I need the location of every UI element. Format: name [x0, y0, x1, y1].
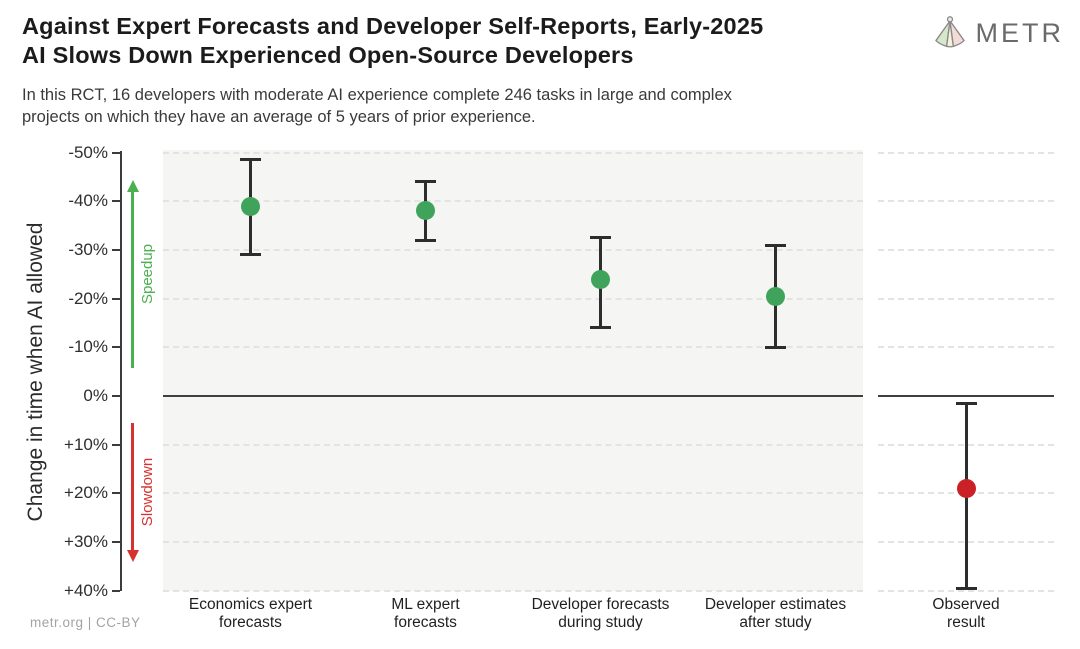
error-bar-cap-bottom — [415, 238, 436, 242]
page-title: Against Expert Forecasts and Developer S… — [22, 12, 763, 70]
y-tick — [112, 346, 120, 349]
category-label: Developer forecasts during study — [491, 596, 711, 632]
category-label-line: Developer estimates — [704, 596, 847, 613]
y-tick — [112, 151, 120, 154]
y-tick — [112, 541, 120, 544]
gridline — [163, 346, 863, 349]
gridline — [878, 346, 1054, 349]
gridline — [878, 248, 1054, 251]
gridline — [163, 297, 863, 300]
category-label-line: forecasts — [219, 614, 282, 631]
y-tick-label: -50% — [68, 142, 108, 162]
category-label-line: Economics expert — [188, 596, 313, 613]
error-bar-cap-top — [955, 401, 977, 405]
category-label: Economics expert forecasts — [141, 596, 361, 632]
category-label-line: Observed — [932, 596, 1000, 613]
gridline — [163, 541, 863, 544]
metr-logo-text: METR — [975, 18, 1064, 48]
error-bar-cap-top — [765, 243, 786, 247]
subtitle-line-1: In this RCT, 16 developers with moderate… — [22, 86, 732, 104]
category-label-line: forecasts — [394, 614, 457, 631]
y-tick-label: +10% — [64, 434, 108, 454]
error-bar-cap-top — [590, 236, 611, 240]
gridline — [163, 200, 863, 203]
title-line-1: Against Expert Forecasts and Developer S… — [22, 13, 764, 39]
y-tick-label: -40% — [68, 191, 108, 211]
slowdown-arrow-head — [126, 550, 139, 563]
gridline — [878, 297, 1054, 300]
y-tick — [112, 248, 120, 251]
gridline — [163, 248, 863, 251]
y-tick-label: +40% — [64, 580, 108, 600]
y-tick — [112, 297, 120, 300]
category-label-line: after study — [739, 614, 812, 631]
zero-line — [878, 395, 1054, 397]
error-bar-cap-bottom — [955, 586, 977, 590]
gridline — [163, 443, 863, 446]
y-tick — [112, 589, 120, 592]
gridline — [163, 589, 863, 592]
y-tick-label: +30% — [64, 532, 108, 552]
y-tick-label: -20% — [68, 288, 108, 308]
category-label-line: result — [947, 614, 985, 631]
speedup-arrow-head — [126, 179, 139, 192]
data-point — [956, 479, 976, 499]
y-tick — [112, 200, 120, 203]
category-label-line: ML expert — [391, 596, 460, 613]
plot-panel-main — [163, 150, 863, 592]
y-tick-label: -10% — [68, 337, 108, 357]
slowdown-label: Slowdown — [139, 458, 156, 527]
gridline — [878, 151, 1054, 154]
y-tick-label: -30% — [68, 239, 108, 259]
y-tick-label: 0% — [83, 386, 108, 405]
y-axis-line — [120, 151, 122, 591]
title-line-2: AI Slows Down Experienced Open-Source De… — [22, 42, 634, 68]
footer-credit: metr.org | CC-BY — [30, 615, 141, 630]
category-label-line: during study — [558, 614, 643, 631]
category-label-line: Developer forecasts — [531, 596, 670, 613]
y-tick-label: +20% — [64, 483, 108, 503]
slowdown-arrow — [131, 422, 134, 555]
gridline — [163, 151, 863, 154]
error-bar-cap-bottom — [240, 253, 261, 257]
subtitle-line-2: projects on which they have an average o… — [22, 108, 536, 126]
zero-line — [163, 395, 863, 397]
category-label: ML expert forecasts — [316, 596, 536, 632]
data-point — [416, 201, 435, 221]
data-point — [241, 196, 260, 216]
category-label: Developer estimates after study — [666, 596, 886, 632]
speedup-label: Speedup — [139, 243, 156, 305]
metr-fan-icon — [932, 13, 968, 54]
y-tick — [112, 395, 120, 397]
speedup-arrow — [131, 187, 134, 369]
gridline — [878, 589, 1054, 592]
page-subtitle: In this RCT, 16 developers with moderate… — [22, 84, 732, 128]
y-tick — [112, 443, 120, 446]
error-bar-cap-bottom — [590, 326, 611, 330]
data-point — [766, 286, 785, 306]
error-bar-cap-top — [240, 158, 261, 162]
metr-logo: METR — [932, 13, 1065, 54]
error-bar-cap-top — [415, 180, 436, 184]
error-bar-cap-bottom — [765, 345, 786, 349]
gridline — [878, 200, 1054, 203]
gridline — [163, 492, 863, 495]
category-label: Observed result — [856, 596, 1076, 632]
data-point — [591, 269, 610, 289]
y-tick — [112, 492, 120, 495]
